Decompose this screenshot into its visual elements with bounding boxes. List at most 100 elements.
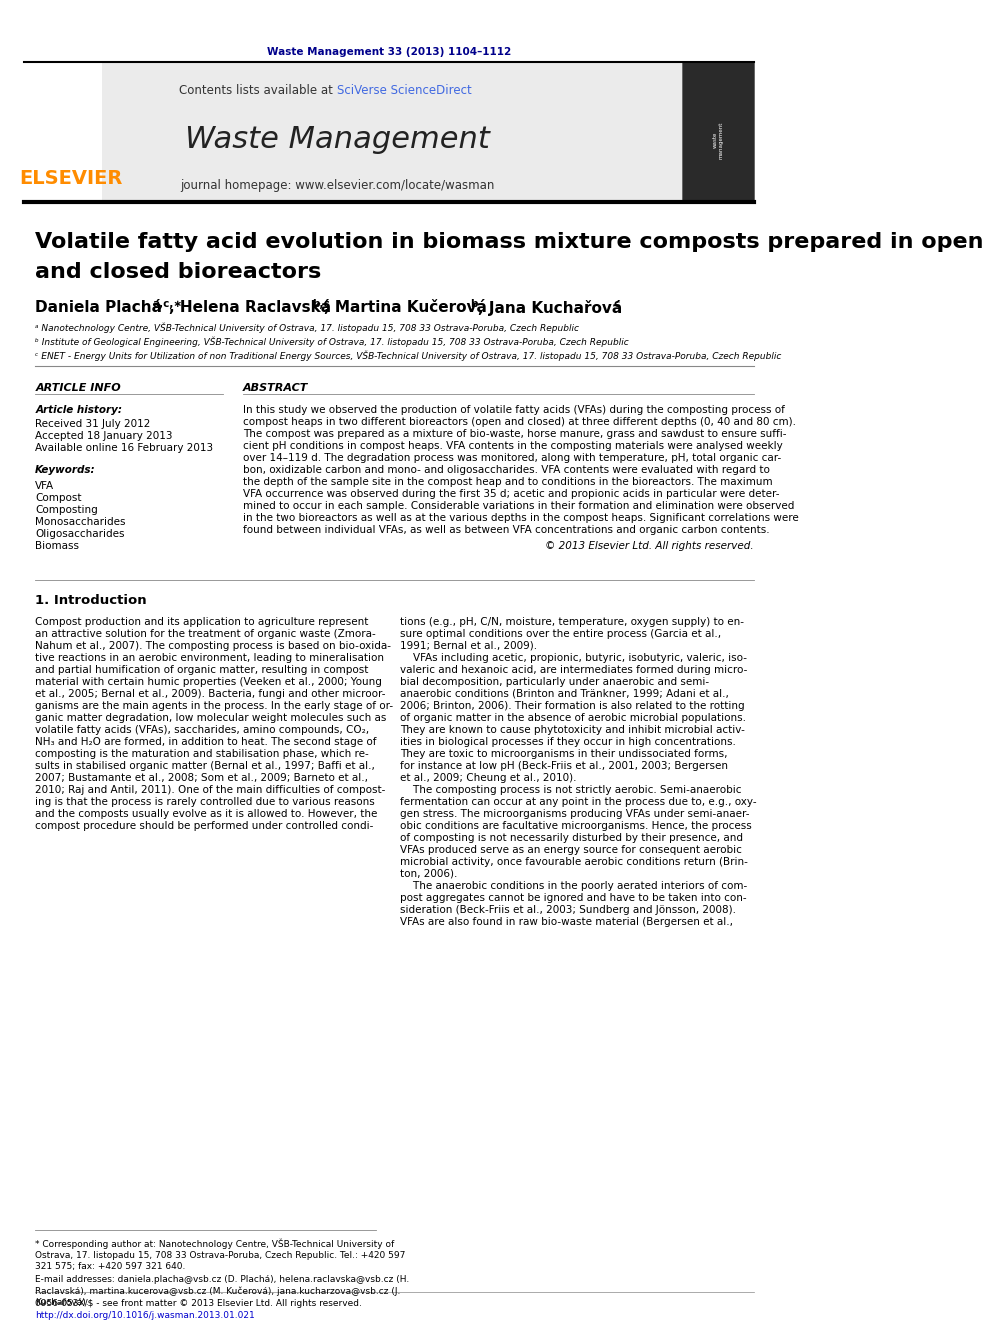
Text: Volatile fatty acid evolution in biomass mixture composts prepared in open: Volatile fatty acid evolution in biomass… (36, 232, 984, 251)
Text: an attractive solution for the treatment of organic waste (Zmora-: an attractive solution for the treatment… (36, 628, 376, 639)
Text: b: b (470, 299, 478, 310)
Text: Waste Management 33 (2013) 1104–1112: Waste Management 33 (2013) 1104–1112 (267, 48, 511, 57)
Text: ARTICLE INFO: ARTICLE INFO (36, 382, 121, 393)
Text: Kuchařová).: Kuchařová). (36, 1298, 89, 1307)
Text: post aggregates cannot be ignored and have to be taken into con-: post aggregates cannot be ignored and ha… (400, 893, 746, 904)
Bar (682, 62, 754, 200)
Text: VFAs produced serve as an energy source for consequent aerobic: VFAs produced serve as an energy source … (400, 845, 742, 855)
Text: They are toxic to microorganisms in their undissociated forms,: They are toxic to microorganisms in thei… (400, 749, 727, 759)
Text: mined to occur in each sample. Considerable variations in their formation and el: mined to occur in each sample. Considera… (243, 501, 795, 511)
Text: Compost production and its application to agriculture represent: Compost production and its application t… (36, 617, 369, 627)
Text: material with certain humic properties (Veeken et al., 2000; Young: material with certain humic properties (… (36, 677, 382, 687)
Text: tions (e.g., pH, C/N, moisture, temperature, oxygen supply) to en-: tions (e.g., pH, C/N, moisture, temperat… (400, 617, 744, 627)
Bar (24, 62, 102, 200)
Text: ᵇ Institute of Geological Engineering, VŠB-Technical University of Ostrava, 17. : ᵇ Institute of Geological Engineering, V… (36, 337, 629, 347)
Text: NH₃ and H₂O are formed, in addition to heat. The second stage of: NH₃ and H₂O are formed, in addition to h… (36, 737, 377, 747)
Text: Daniela Plachá: Daniela Plachá (36, 300, 163, 315)
Text: 1991; Bernal et al., 2009).: 1991; Bernal et al., 2009). (400, 642, 537, 651)
Text: * Corresponding author at: Nanotechnology Centre, VŠB-Technical University of: * Corresponding author at: Nanotechnolog… (36, 1238, 395, 1249)
Text: gen stress. The microorganisms producing VFAs under semi-anaer-: gen stress. The microorganisms producing… (400, 808, 749, 819)
Text: , Jana Kuchařová: , Jana Kuchařová (478, 300, 622, 316)
Text: sideration (Beck-Friis et al., 2003; Sundberg and Jönsson, 2008).: sideration (Beck-Friis et al., 2003; Sun… (400, 905, 736, 916)
Text: cient pH conditions in compost heaps. VFA contents in the composting materials w: cient pH conditions in compost heaps. VF… (243, 441, 783, 451)
Text: bial decomposition, particularly under anaerobic and semi-: bial decomposition, particularly under a… (400, 677, 709, 687)
Text: VFAs including acetic, propionic, butyric, isobutyric, valeric, iso-: VFAs including acetic, propionic, butyri… (400, 654, 747, 663)
Text: The compost was prepared as a mixture of bio-waste, horse manure, grass and sawd: The compost was prepared as a mixture of… (243, 429, 787, 439)
Text: and the composts usually evolve as it is allowed to. However, the: and the composts usually evolve as it is… (36, 808, 378, 819)
Text: bon, oxidizable carbon and mono- and oligosaccharides. VFA contents were evaluat: bon, oxidizable carbon and mono- and oli… (243, 464, 770, 475)
Text: ELSEVIER: ELSEVIER (19, 168, 122, 188)
Text: composting is the maturation and stabilisation phase, which re-: composting is the maturation and stabili… (36, 749, 369, 759)
Text: volatile fatty acids (VFAs), saccharides, amino compounds, CO₂,: volatile fatty acids (VFAs), saccharides… (36, 725, 369, 736)
Text: obic conditions are facultative microorganisms. Hence, the process: obic conditions are facultative microorg… (400, 822, 751, 831)
Text: Oligosaccharides: Oligosaccharides (36, 529, 125, 538)
Text: valeric and hexanoic acid, are intermediates formed during micro-: valeric and hexanoic acid, are intermedi… (400, 665, 747, 675)
Text: and closed bioreactors: and closed bioreactors (36, 262, 321, 282)
Text: E-mail addresses: daniela.placha@vsb.cz (D. Plachá), helena.raclavska@vsb.cz (H.: E-mail addresses: daniela.placha@vsb.cz … (36, 1275, 410, 1285)
Text: ᵃ Nanotechnology Centre, VŠB-Technical University of Ostrava, 17. listopadu 15, : ᵃ Nanotechnology Centre, VŠB-Technical U… (36, 323, 579, 333)
Text: http://dx.doi.org/10.1016/j.wasman.2013.01.021: http://dx.doi.org/10.1016/j.wasman.2013.… (36, 1311, 255, 1320)
Text: over 14–119 d. The degradation process was monitored, along with temperature, pH: over 14–119 d. The degradation process w… (243, 452, 781, 463)
Text: sure optimal conditions over the entire process (Garcia et al.,: sure optimal conditions over the entire … (400, 628, 721, 639)
Text: for instance at low pH (Beck-Friis et al., 2001, 2003; Bergersen: for instance at low pH (Beck-Friis et al… (400, 761, 728, 771)
Text: et al., 2009; Cheung et al., 2010).: et al., 2009; Cheung et al., 2010). (400, 773, 576, 783)
Text: Compost: Compost (36, 493, 81, 503)
Text: VFA occurrence was observed during the first 35 d; acetic and propionic acids in: VFA occurrence was observed during the f… (243, 490, 780, 499)
Text: Accepted 18 January 2013: Accepted 18 January 2013 (36, 431, 173, 441)
Text: SciVerse ScienceDirect: SciVerse ScienceDirect (337, 83, 472, 97)
Text: ganic matter degradation, low molecular weight molecules such as: ganic matter degradation, low molecular … (36, 713, 387, 722)
Text: et al., 2005; Bernal et al., 2009). Bacteria, fungi and other microor-: et al., 2005; Bernal et al., 2009). Bact… (36, 689, 386, 699)
Text: b,c: b,c (311, 299, 329, 310)
Text: Raclavská), martina.kucerova@vsb.cz (M. Kučerová), jana.kucharzova@vsb.cz (J.: Raclavská), martina.kucerova@vsb.cz (M. … (36, 1286, 401, 1295)
Text: Nahum et al., 2007). The composting process is based on bio-oxida-: Nahum et al., 2007). The composting proc… (36, 642, 391, 651)
Text: compost procedure should be performed under controlled condi-: compost procedure should be performed un… (36, 822, 374, 831)
Text: Available online 16 February 2013: Available online 16 February 2013 (36, 443, 213, 452)
Text: Waste Management: Waste Management (185, 126, 489, 155)
Text: ton, 2006).: ton, 2006). (400, 869, 457, 878)
Text: 2007; Bustamante et al., 2008; Som et al., 2009; Barneto et al.,: 2007; Bustamante et al., 2008; Som et al… (36, 773, 368, 783)
Text: found between individual VFAs, as well as between VFA concentrations and organic: found between individual VFAs, as well a… (243, 525, 770, 534)
Text: sults in stabilised organic matter (Bernal et al., 1997; Baffi et al.,: sults in stabilised organic matter (Bern… (36, 761, 375, 771)
Text: c: c (614, 299, 620, 310)
Text: , Helena Raclavská: , Helena Raclavská (170, 300, 331, 315)
Text: 2006; Brinton, 2006). Their formation is also related to the rotting: 2006; Brinton, 2006). Their formation is… (400, 701, 744, 710)
Text: 2010; Raj and Antil, 2011). One of the main difficulties of compost-: 2010; Raj and Antil, 2011). One of the m… (36, 785, 386, 795)
Text: Biomass: Biomass (36, 541, 79, 550)
Text: waste
management: waste management (712, 122, 723, 159)
Text: ities in biological processes if they occur in high concentrations.: ities in biological processes if they oc… (400, 737, 735, 747)
Text: The anaerobic conditions in the poorly aerated interiors of com-: The anaerobic conditions in the poorly a… (400, 881, 747, 890)
Bar (24, 62, 682, 200)
Text: journal homepage: www.elsevier.com/locate/wasman: journal homepage: www.elsevier.com/locat… (180, 179, 494, 192)
Text: a,c,∗: a,c,∗ (152, 299, 183, 310)
Text: Keywords:: Keywords: (36, 464, 96, 475)
Text: ing is that the process is rarely controlled due to various reasons: ing is that the process is rarely contro… (36, 796, 375, 807)
Text: tive reactions in an aerobic environment, leading to mineralisation: tive reactions in an aerobic environment… (36, 654, 384, 663)
Text: VFAs are also found in raw bio-waste material (Bergersen et al.,: VFAs are also found in raw bio-waste mat… (400, 917, 733, 927)
Text: microbial activity, once favourable aerobic conditions return (Brin-: microbial activity, once favourable aero… (400, 857, 748, 867)
Text: anaerobic conditions (Brinton and Tränkner, 1999; Adani et al.,: anaerobic conditions (Brinton and Tränkn… (400, 689, 728, 699)
Text: ᶜ ENET - Energy Units for Utilization of non Traditional Energy Sources, VŠB-Tec: ᶜ ENET - Energy Units for Utilization of… (36, 351, 782, 361)
Text: The composting process is not strictly aerobic. Semi-anaerobic: The composting process is not strictly a… (400, 785, 741, 795)
Text: VFA: VFA (36, 482, 55, 491)
Text: of organic matter in the absence of aerobic microbial populations.: of organic matter in the absence of aero… (400, 713, 746, 722)
Text: Article history:: Article history: (36, 405, 122, 415)
Text: © 2013 Elsevier Ltd. All rights reserved.: © 2013 Elsevier Ltd. All rights reserved… (546, 541, 754, 550)
Text: Monosaccharides: Monosaccharides (36, 517, 126, 527)
Text: 321 575; fax: +420 597 321 640.: 321 575; fax: +420 597 321 640. (36, 1262, 186, 1270)
Text: ABSTRACT: ABSTRACT (243, 382, 309, 393)
Text: 0956-053X/$ - see front matter © 2013 Elsevier Ltd. All rights reserved.: 0956-053X/$ - see front matter © 2013 El… (36, 1299, 362, 1308)
Text: 1. Introduction: 1. Introduction (36, 594, 147, 606)
Text: Composting: Composting (36, 505, 98, 515)
Text: in the two bioreactors as well as at the various depths in the compost heaps. Si: in the two bioreactors as well as at the… (243, 513, 799, 523)
Text: and partial humification of organic matter, resulting in compost: and partial humification of organic matt… (36, 665, 369, 675)
Text: In this study we observed the production of volatile fatty acids (VFAs) during t: In this study we observed the production… (243, 405, 785, 415)
Text: They are known to cause phytotoxicity and inhibit microbial activ-: They are known to cause phytotoxicity an… (400, 725, 745, 736)
Text: of composting is not necessarily disturbed by their presence, and: of composting is not necessarily disturb… (400, 833, 743, 843)
Text: fermentation can occur at any point in the process due to, e.g., oxy-: fermentation can occur at any point in t… (400, 796, 756, 807)
Text: Received 31 July 2012: Received 31 July 2012 (36, 419, 151, 429)
Text: the depth of the sample site in the compost heap and to conditions in the biorea: the depth of the sample site in the comp… (243, 478, 773, 487)
Text: ganisms are the main agents in the process. In the early stage of or-: ganisms are the main agents in the proce… (36, 701, 394, 710)
Text: compost heaps in two different bioreactors (open and closed) at three different : compost heaps in two different bioreacto… (243, 417, 796, 427)
Text: Contents lists available at: Contents lists available at (180, 83, 337, 97)
Text: , Martina Kučerová: , Martina Kučerová (324, 300, 487, 315)
